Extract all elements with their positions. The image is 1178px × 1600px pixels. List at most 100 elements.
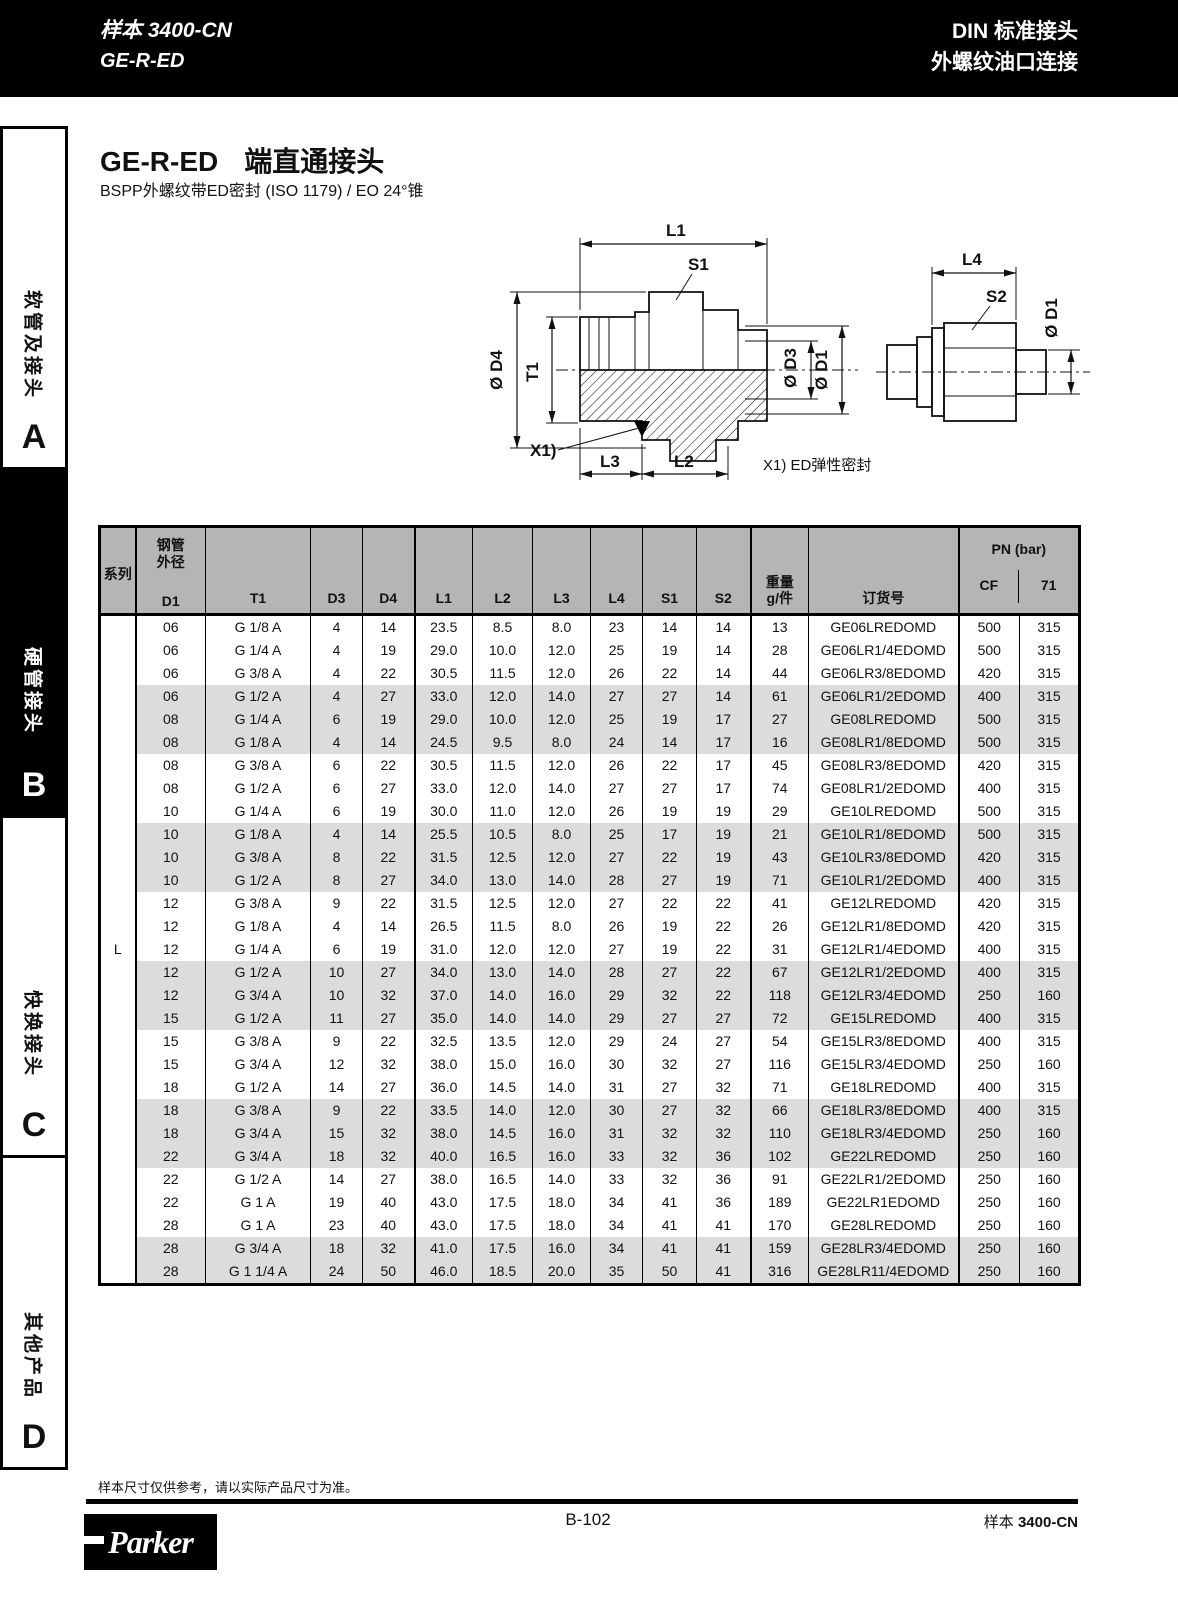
dim-label-l1: L1 xyxy=(666,221,686,240)
table-cell: 11.5 xyxy=(472,754,533,777)
table-cell: 21 xyxy=(749,823,809,846)
table-cell: 12.0 xyxy=(472,938,533,961)
table-cell: 12 xyxy=(135,984,206,1007)
table-cell: 43.0 xyxy=(413,1191,473,1214)
table-cell: 34 xyxy=(590,1214,643,1237)
table-cell: 10.0 xyxy=(472,639,533,662)
table-cell: 34.0 xyxy=(413,961,473,984)
table-cell: 6 xyxy=(310,708,363,731)
series-cell: L xyxy=(99,614,137,1285)
table-cell: 66 xyxy=(749,1099,809,1122)
table-cell: 500 xyxy=(957,614,1020,639)
order-code-cell: GE12LR3/4EDOMD xyxy=(808,984,959,1007)
table-cell: 15 xyxy=(135,1007,206,1030)
table-cell: 29.0 xyxy=(413,639,473,662)
table-cell: 11 xyxy=(310,1007,363,1030)
fitting-side-view: L4 S2 Ø D1 xyxy=(876,250,1090,422)
table-cell: 31 xyxy=(590,1122,643,1145)
dim-label-x1: X1) xyxy=(530,441,556,460)
table-cell: 19 xyxy=(362,938,415,961)
table-cell: 19 xyxy=(362,639,415,662)
table-cell: 22 xyxy=(696,961,751,984)
table-cell: 19 xyxy=(642,800,697,823)
table-cell: 10 xyxy=(135,800,206,823)
table-cell: 315 xyxy=(1018,823,1081,846)
table-cell: 16.0 xyxy=(532,1053,591,1076)
table-cell: 6 xyxy=(310,938,363,961)
table-cell: 22 xyxy=(696,984,751,1007)
table-cell: 16 xyxy=(749,731,809,754)
table-cell: 9 xyxy=(310,892,363,915)
order-code-cell: GE28LR3/4EDOMD xyxy=(808,1237,959,1260)
table-row: 10 G 1/2 A 8 27 34.0 13.0 14.0 28 27 19 71 GE10LR1/… xyxy=(100,869,1081,892)
table-cell: 250 xyxy=(957,1237,1020,1260)
table-cell: 36 xyxy=(696,1145,751,1168)
table-cell: 14 xyxy=(310,1168,363,1191)
table-row: 06 G 1/4 A 4 19 29.0 10.0 12.0 25 19 14 28 GE06LR1/… xyxy=(100,639,1081,662)
table-cell: 29.0 xyxy=(413,708,473,731)
table-cell: 160 xyxy=(1018,1214,1081,1237)
footer-catalog-plain: 样本 xyxy=(983,1514,1018,1531)
order-code-cell: GE18LR3/8EDOMD xyxy=(808,1099,959,1122)
table-cell: 22 xyxy=(135,1168,206,1191)
table-row: 10 G 3/8 A 8 22 31.5 12.5 12.0 27 22 19 43 GE10LR3/… xyxy=(100,846,1081,869)
table-cell: 19 xyxy=(696,846,751,869)
table-cell: 10 xyxy=(310,961,363,984)
table-cell: 24 xyxy=(310,1260,363,1285)
table-cell: 315 xyxy=(1018,708,1081,731)
banner-right-line2: 外螺纹油口连接 xyxy=(931,51,1078,74)
table-row: 10 G 1/4 A 6 19 30.0 11.0 12.0 26 19 19 29 GE10LRED… xyxy=(100,800,1081,823)
order-code-cell: GE10LR3/8EDOMD xyxy=(808,846,959,869)
table-cell: 71 xyxy=(749,1076,809,1099)
order-code-cell: GE12LR1/8EDOMD xyxy=(808,915,959,938)
table-cell: 17 xyxy=(696,754,751,777)
table-cell: 12.0 xyxy=(532,639,591,662)
table-cell: 500 xyxy=(957,800,1020,823)
order-code-cell: GE10LREDOMD xyxy=(808,800,959,823)
footer-rule xyxy=(86,1499,1078,1504)
col-header-d4: D4 xyxy=(362,526,415,616)
table-cell: 18 xyxy=(135,1099,206,1122)
table-cell: 30.5 xyxy=(413,662,473,685)
fitting-section-view: L1 S1 Ø D4 T1 Ø D3 Ø D1 X xyxy=(487,221,871,480)
table-cell: 40 xyxy=(362,1214,415,1237)
table-cell: 19 xyxy=(362,800,415,823)
table-cell: 500 xyxy=(957,823,1020,846)
table-cell: 22 xyxy=(135,1145,206,1168)
spec-table: 系列 钢管 外径 D1 T1 D3 D4 L1 L2 L3 L4 S1 S2 重量… xyxy=(98,525,1082,1286)
table-cell: 22 xyxy=(362,754,415,777)
table-row: 06 G 1/2 A 4 27 33.0 12.0 14.0 27 27 14 61 GE06LR1/… xyxy=(100,685,1081,708)
table-cell: 315 xyxy=(1018,915,1081,938)
table-cell: G 3/4 A xyxy=(205,1122,311,1145)
table-cell: 4 xyxy=(310,731,363,754)
table-cell: 25 xyxy=(590,639,643,662)
table-cell: 36 xyxy=(696,1191,751,1214)
table-cell: 27 xyxy=(696,1007,751,1030)
table-cell: 28 xyxy=(135,1237,206,1260)
table-cell: 22 xyxy=(696,915,751,938)
table-row: 22 G 3/4 A 18 32 40.0 16.5 16.0 33 32 36 102 GE22LR… xyxy=(100,1145,1081,1168)
table-cell: 31.5 xyxy=(413,846,473,869)
table-cell: 12 xyxy=(135,892,206,915)
table-cell: 27 xyxy=(696,1053,751,1076)
table-cell: 18.0 xyxy=(532,1214,591,1237)
table-cell: 118 xyxy=(749,984,809,1007)
sidebar-tab-letter: D xyxy=(21,1418,47,1456)
table-cell: 72 xyxy=(749,1007,809,1030)
table-cell: 315 xyxy=(1018,846,1081,869)
order-code-cell: GE08LREDOMD xyxy=(808,708,959,731)
banner-left: 样本 3400-CN GE-R-ED xyxy=(100,16,232,76)
table-row: 06 G 3/8 A 4 22 30.5 11.5 12.0 26 22 14 44 GE06LR3/… xyxy=(100,662,1081,685)
table-cell: 41 xyxy=(696,1214,751,1237)
table-cell: 16.0 xyxy=(532,984,591,1007)
table-cell: 41 xyxy=(696,1260,751,1285)
table-cell: 46.0 xyxy=(413,1260,473,1285)
table-cell: 315 xyxy=(1018,639,1081,662)
table-cell: 35.0 xyxy=(413,1007,473,1030)
table-cell: 9 xyxy=(310,1099,363,1122)
table-cell: 22 xyxy=(135,1191,206,1214)
footer-note: 样本尺寸仅供参考，请以实际产品尺寸为准。 xyxy=(98,1480,359,1495)
table-cell: 315 xyxy=(1018,1007,1081,1030)
table-cell: 27 xyxy=(362,1007,415,1030)
table-cell: 160 xyxy=(1018,1237,1081,1260)
